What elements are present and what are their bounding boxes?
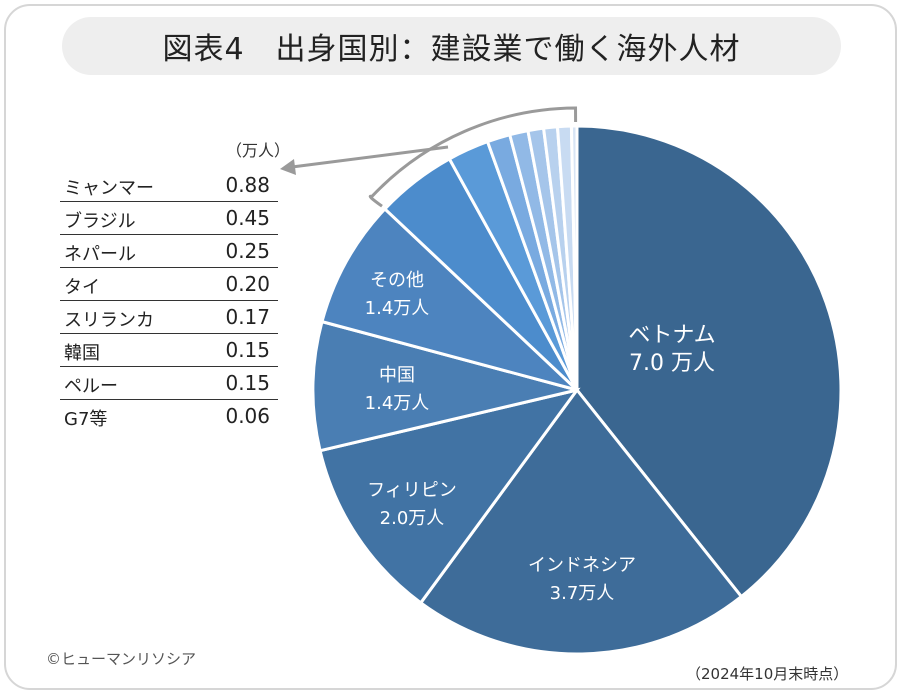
table-row-value: 0.06 [225, 404, 270, 428]
slice-label-2-value: 2.0万人 [380, 508, 445, 529]
table-row-label: G7等 [64, 409, 108, 430]
table-row-value: 0.45 [225, 206, 270, 230]
slice-label-3-name: 中国 [379, 365, 415, 386]
slice-label-1-name: インドネシア [528, 555, 636, 576]
chart-title: 図表4 出身国別：建設業で働く海外人材 [162, 32, 741, 67]
table-row: G7等 0.06 [60, 400, 278, 433]
minor-countries-table: ミャンマー 0.88 ブラジル 0.45 ネパール 0.25 タイ 0.20 スリランカ… [60, 169, 278, 433]
table-row: スリランカ 0.17 [60, 301, 278, 334]
table-row-value: 0.20 [225, 272, 270, 296]
table-row-value: 0.88 [225, 173, 270, 197]
slice-label-4-value: 1.4万人 [365, 298, 430, 319]
table-row: ペルー 0.15 [60, 367, 278, 400]
table-row: 韓国 0.15 [60, 334, 278, 367]
pie-slice-1 [418, 387, 744, 656]
table-row-label: ネパール [64, 244, 136, 265]
table-row-label: スリランカ [64, 310, 154, 331]
pointer-arrow-head [280, 159, 296, 175]
table-row: ブラジル 0.45 [60, 202, 278, 235]
pie-slice-2 [318, 387, 581, 605]
table-row-value: 0.17 [225, 305, 270, 329]
copyright-credit: ©ヒューマンリソシア [46, 650, 197, 668]
table-row-value: 0.15 [225, 371, 270, 395]
pointer-arrow-line [291, 145, 449, 169]
pie-slice-0 [575, 124, 843, 599]
slice-label-1-value: 3.7万人 [550, 583, 615, 604]
table-unit-label: （万人） [226, 141, 291, 160]
slice-label-3-value: 1.4万人 [365, 393, 430, 414]
title-banner: 図表4 出身国別：建設業で働く海外人材 [62, 17, 841, 75]
slice-label-0-name: ベトナム [628, 323, 715, 348]
minor-slices-bracket [368, 106, 578, 208]
table-row-label: 韓国 [64, 343, 100, 364]
table-row: ミャンマー 0.88 [60, 169, 278, 202]
slice-label-0-value: 7.0 万人 [629, 351, 715, 376]
table-row: ネパール 0.25 [60, 235, 278, 268]
table-row-value: 0.25 [225, 239, 270, 263]
table-row-value: 0.15 [225, 338, 270, 362]
slice-label-2-name: フィリピン [367, 480, 457, 501]
table-row-label: タイ [64, 277, 100, 298]
pie-slice-3 [311, 319, 578, 453]
pie-slice-12 [569, 124, 579, 391]
table-row: タイ 0.20 [60, 268, 278, 301]
table-row-label: ミャンマー [64, 178, 154, 199]
pie-slice-4 [320, 206, 579, 392]
slice-label-4-name: その他 [370, 270, 424, 291]
table-row-label: ペルー [64, 376, 118, 397]
table-row-label: ブラジル [64, 211, 136, 232]
as-of-date: （2024年10月末時点） [686, 665, 849, 683]
